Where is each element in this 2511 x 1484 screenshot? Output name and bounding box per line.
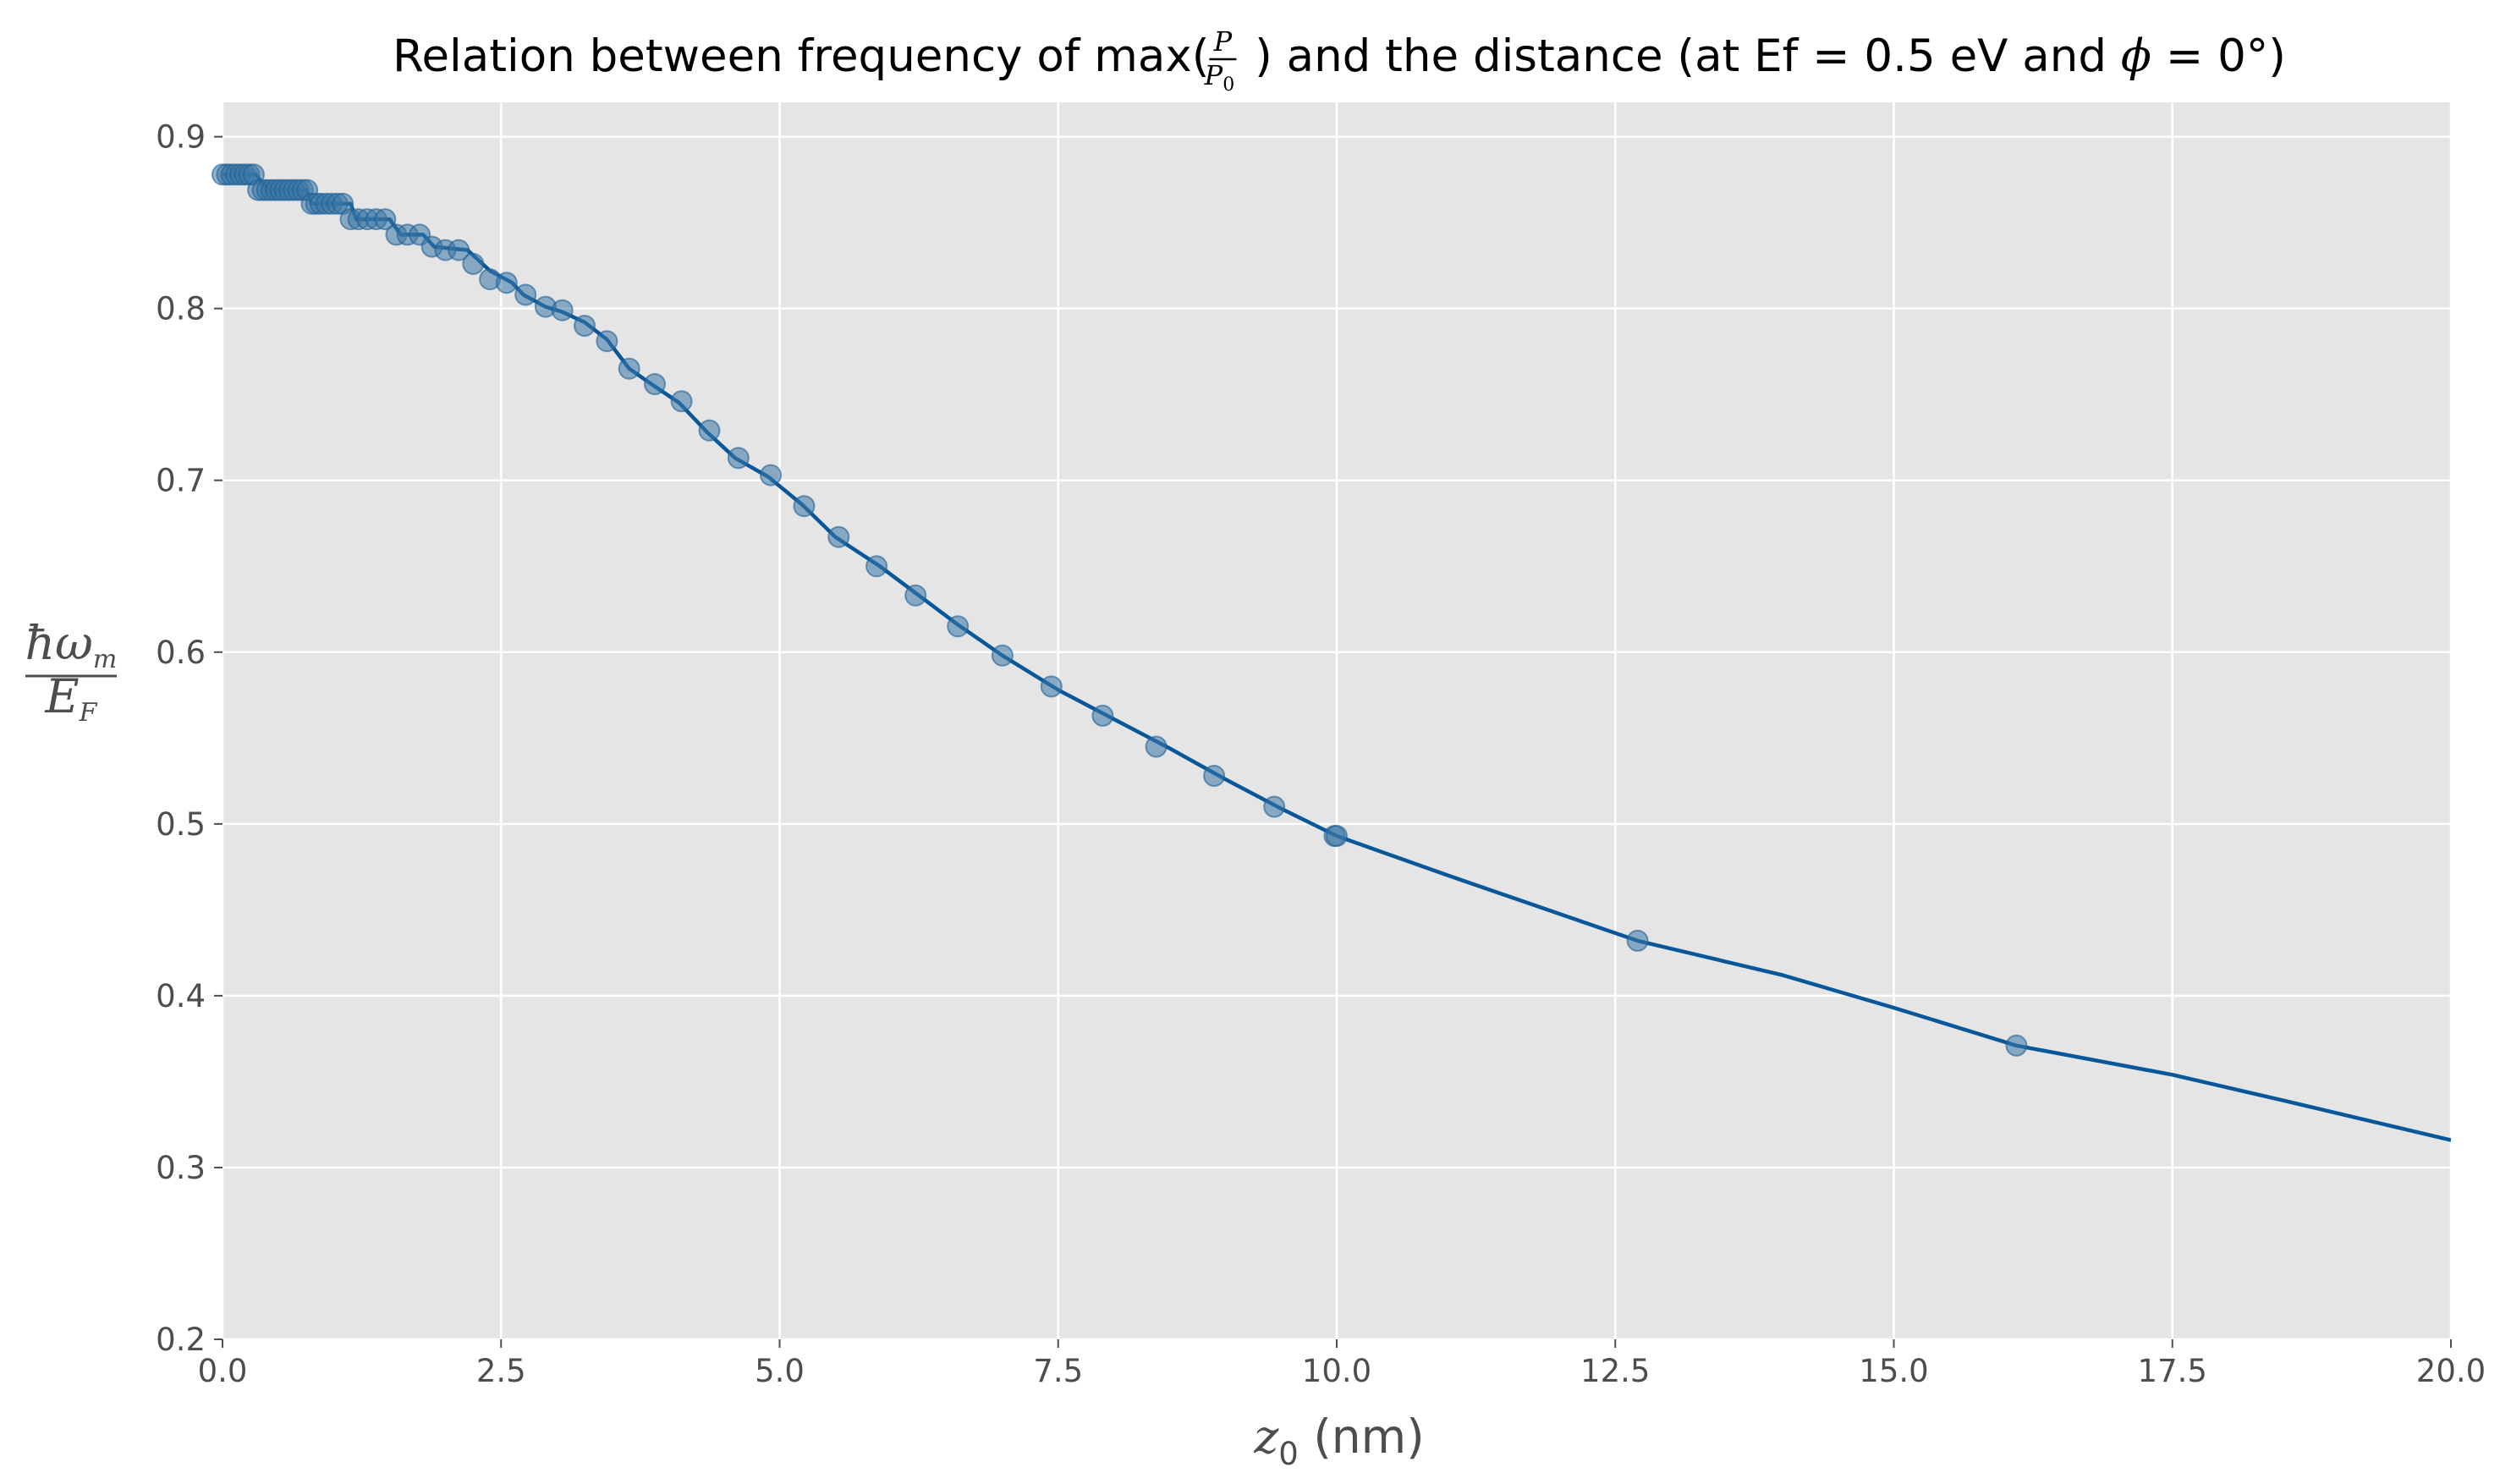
- y-label-numerator: ħω: [25, 616, 93, 670]
- x-label-subscript: 0: [1278, 1436, 1299, 1472]
- data-point: [991, 644, 1014, 667]
- x-tick-label: 7.5: [1033, 1353, 1083, 1389]
- data-point: [618, 357, 640, 380]
- data-point: [698, 419, 721, 442]
- y-tick-label: 0.2: [156, 1322, 206, 1358]
- y-label-denominator-subscript: F: [79, 698, 98, 728]
- data-point: [551, 299, 574, 322]
- data-point: [462, 252, 485, 275]
- data-point: [1145, 735, 1168, 758]
- x-tick-label: 20.0: [2416, 1353, 2486, 1389]
- y-label-numerator-subscript: m: [93, 645, 117, 674]
- x-label-unit: (nm): [1299, 1410, 1425, 1464]
- data-point: [904, 584, 927, 607]
- svg-text:z0 (nm): z0 (nm): [1253, 1410, 1424, 1472]
- y-label-denominator: E: [45, 669, 80, 723]
- y-axis-ticks: 0.2 0.3 0.4 0.5 0.6 0.7 0.8 0.9: [156, 119, 223, 1358]
- title-phi: ϕ: [2121, 30, 2151, 82]
- chart-title: Relation between frequency of max(m) and…: [393, 30, 2286, 82]
- svg-text:ħωm: ħωm: [25, 616, 118, 674]
- data-point: [1040, 675, 1063, 698]
- data-point: [448, 239, 470, 261]
- data-point: [947, 615, 970, 638]
- data-point: [1326, 825, 1348, 847]
- x-tick-label: 0.0: [198, 1353, 248, 1389]
- x-tick-label: 15.0: [1859, 1353, 1928, 1389]
- data-point: [1626, 929, 1649, 952]
- series-points-group: [212, 163, 2028, 1057]
- title-fraction: P P0: [1204, 25, 1237, 96]
- data-point: [514, 283, 537, 306]
- y-tick-label: 0.6: [156, 635, 206, 671]
- x-axis-ticks: 0.0 2.5 5.0 7.5 10.0 12.5 15.0 17.5 20.0: [198, 1339, 2486, 1389]
- data-point: [495, 272, 518, 294]
- y-tick-label: 0.3: [156, 1150, 206, 1186]
- data-point: [1203, 765, 1226, 787]
- data-point: [670, 390, 693, 413]
- x-tick-label: 5.0: [755, 1353, 805, 1389]
- data-point: [574, 315, 596, 337]
- data-point: [1091, 704, 1114, 727]
- data-point: [2005, 1034, 2028, 1057]
- title-suffix: ) and the distance (at Ef = 0.5 eV and: [1255, 30, 2121, 82]
- y-axis-label: ħωm EF: [25, 616, 118, 728]
- y-tick-label: 0.5: [156, 806, 206, 843]
- x-tick-label: 2.5: [476, 1353, 526, 1389]
- data-point: [865, 555, 888, 578]
- data-point: [760, 464, 782, 486]
- data-point: [596, 330, 618, 353]
- svg-text:EF: EF: [45, 669, 98, 728]
- data-point: [727, 447, 750, 470]
- title-prefix: Relation between frequency of max(: [393, 30, 1209, 82]
- data-point: [1263, 795, 1286, 818]
- y-tick-label: 0.9: [156, 119, 206, 156]
- data-point: [644, 373, 666, 395]
- data-point: [374, 208, 397, 231]
- y-tick-label: 0.7: [156, 463, 206, 499]
- title-fraction-denominator: P0: [1204, 59, 1235, 96]
- x-tick-label: 17.5: [2138, 1353, 2207, 1389]
- data-point: [827, 525, 850, 548]
- svg-text:Relation between frequency of: Relation between frequency of max(m) and…: [393, 30, 2286, 82]
- y-tick-label: 0.4: [156, 978, 206, 1014]
- data-point: [793, 495, 816, 518]
- y-tick-label: 0.8: [156, 291, 206, 327]
- title-fraction-numerator: P: [1213, 25, 1233, 58]
- title-phi-equals: = 0°): [2151, 30, 2286, 82]
- x-label-variable: z: [1253, 1410, 1279, 1464]
- x-tick-label: 12.5: [1580, 1353, 1650, 1389]
- x-tick-label: 10.0: [1302, 1353, 1371, 1389]
- x-axis-label: z0 (nm): [1253, 1410, 1424, 1472]
